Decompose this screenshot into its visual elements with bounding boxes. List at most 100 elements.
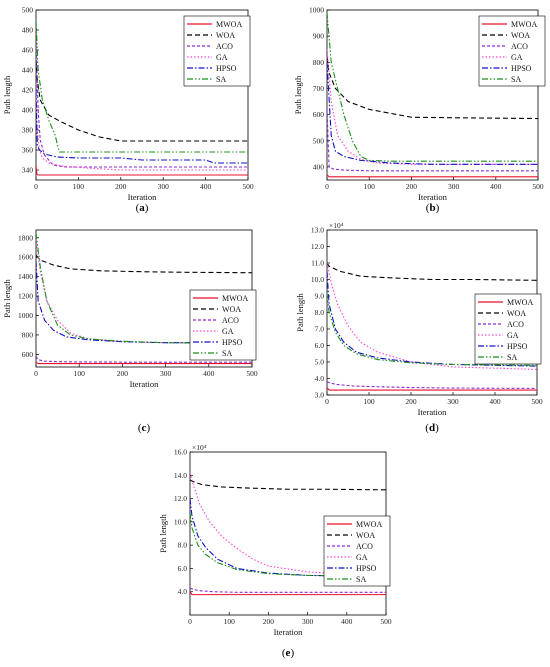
legend-box-e bbox=[323, 515, 391, 587]
series-line-sa-e bbox=[190, 512, 386, 577]
panel-label-c: (c) bbox=[138, 422, 151, 434]
y-tick-label-b-6: 1000 bbox=[309, 6, 324, 15]
y-tick-label-a-0: 340 bbox=[22, 166, 34, 175]
x-tick-label-a-3: 300 bbox=[158, 182, 170, 191]
y-tick-label-b-1: 500 bbox=[313, 136, 325, 145]
x-axis-label-a: Iteration bbox=[128, 192, 158, 202]
legend-label-ga-c: GA bbox=[222, 327, 234, 336]
x-tick-label-b-1: 100 bbox=[364, 182, 376, 191]
y-tick-label-a-1: 360 bbox=[22, 146, 34, 155]
legend-label-sa-c: SA bbox=[222, 349, 232, 358]
series-line-sa-d bbox=[327, 292, 537, 366]
chart-e-svg: 0 100 200 300 400 500 4.0 6.0 8.0 10.0 12.0 14.0 16.… bbox=[158, 443, 392, 659]
y-axis-label-c: Path length bbox=[2, 279, 12, 318]
panel-label-b: (b) bbox=[426, 202, 440, 214]
y-exponent-label-e: ×10⁴ bbox=[192, 443, 207, 452]
chart-panel-c: 0 100 200 300 400 500 600 800 1000 1200 1400 1600 18… bbox=[0, 220, 275, 440]
series-line-ga-e bbox=[190, 472, 386, 576]
legend-box-b bbox=[478, 15, 546, 87]
x-tick-label-e-4: 400 bbox=[341, 617, 353, 626]
x-tick-label-d-4: 400 bbox=[489, 397, 501, 406]
x-tick-label-d-5: 500 bbox=[531, 397, 543, 406]
x-tick-label-b-2: 200 bbox=[406, 182, 418, 191]
y-tick-label-b-5: 900 bbox=[313, 32, 325, 41]
legend-label-aco-a: ACO bbox=[216, 42, 233, 51]
series-line-sa-a bbox=[36, 19, 248, 153]
plot-frame-b bbox=[326, 9, 539, 181]
panel-label-e: (e) bbox=[282, 647, 295, 659]
series-line-mwoa-a bbox=[36, 164, 248, 176]
series-line-mwoa-b bbox=[327, 174, 538, 178]
series-line-hpso-e bbox=[190, 498, 386, 578]
x-tick-label-c-5: 500 bbox=[246, 369, 258, 378]
legend-label-ga-e: GA bbox=[356, 553, 368, 562]
x-tick-label-a-4: 400 bbox=[200, 182, 212, 191]
y-tick-label-b-2: 600 bbox=[313, 110, 325, 119]
x-tick-label-b-3: 300 bbox=[448, 182, 460, 191]
legend-label-aco-d: ACO bbox=[507, 320, 524, 329]
legend-box-d bbox=[474, 293, 542, 365]
y-tick-label-c-6: 1800 bbox=[18, 233, 33, 242]
legend-label-sa-e: SA bbox=[356, 575, 366, 584]
y-tick-label-e-6: 16.0 bbox=[174, 448, 187, 457]
y-tick-label-a-6: 460 bbox=[22, 46, 34, 55]
x-tick-label-d-0: 0 bbox=[325, 397, 329, 406]
x-tick-label-c-1: 100 bbox=[74, 369, 86, 378]
legend-label-hpso-a: HPSO bbox=[216, 64, 237, 73]
x-tick-label-d-2: 200 bbox=[405, 397, 417, 406]
series-line-mwoa-c bbox=[36, 361, 252, 365]
legend-label-aco-c: ACO bbox=[222, 316, 239, 325]
series-line-mwoa-d bbox=[327, 387, 537, 391]
series-line-woa-d bbox=[327, 262, 537, 281]
legend-label-sa-d: SA bbox=[507, 353, 517, 362]
legend-label-ga-d: GA bbox=[507, 331, 519, 340]
chart-c-svg: 0 100 200 300 400 500 600 800 1000 1200 1400 1600 18… bbox=[2, 229, 258, 434]
y-tick-label-a-4: 420 bbox=[22, 86, 34, 95]
legend-label-aco-e: ACO bbox=[356, 542, 373, 551]
legend-label-sa-a: SA bbox=[216, 75, 226, 84]
chart-panel-e: 0 100 200 300 400 500 4.0 6.0 8.0 10.0 12.0 14.0 16.… bbox=[138, 440, 413, 662]
chart-b-svg: 0 100 200 300 400 500 400 500 600 700 800 900 1000 It… bbox=[293, 6, 546, 214]
chart-a-svg: 0 100 200 300 400 500 340 360 380 400 420 440 460 480… bbox=[2, 6, 254, 215]
x-tick-label-b-5: 500 bbox=[532, 182, 544, 191]
y-axis-label-a: Path length bbox=[2, 75, 12, 114]
series-line-aco-e bbox=[190, 587, 386, 593]
y-tick-label-c-0: 600 bbox=[22, 350, 34, 359]
x-axis-label-d: Iteration bbox=[418, 407, 448, 417]
x-tick-label-b-0: 0 bbox=[325, 182, 329, 191]
legend-label-woa-b: WOA bbox=[511, 31, 530, 40]
x-tick-label-e-5: 500 bbox=[380, 617, 392, 626]
y-exponent-label-d: ×10⁴ bbox=[329, 221, 344, 230]
legend-label-ga-a: GA bbox=[216, 53, 228, 62]
x-tick-label-a-0: 0 bbox=[34, 182, 38, 191]
series-line-woa-c bbox=[36, 254, 252, 274]
x-tick-label-d-1: 100 bbox=[363, 397, 375, 406]
y-tick-label-e-0: 4.0 bbox=[178, 587, 188, 596]
legend-label-hpso-b: HPSO bbox=[511, 64, 532, 73]
legend-label-woa-d: WOA bbox=[507, 309, 526, 318]
series-line-woa-a bbox=[36, 59, 248, 142]
y-tick-label-d-10: 13.0 bbox=[311, 226, 324, 235]
x-tick-label-d-3: 300 bbox=[447, 397, 459, 406]
series-line-aco-a bbox=[36, 39, 248, 168]
x-tick-label-e-3: 300 bbox=[302, 617, 314, 626]
legend-label-ga-b: GA bbox=[511, 53, 523, 62]
legend-label-mwoa-c: MWOA bbox=[222, 294, 248, 303]
x-tick-label-a-5: 500 bbox=[242, 182, 254, 191]
series-line-sa-c bbox=[36, 232, 252, 345]
y-tick-label-a-2: 380 bbox=[22, 126, 34, 135]
y-axis-label-d: Path length bbox=[295, 293, 305, 332]
legend-label-mwoa-a: MWOA bbox=[216, 20, 242, 29]
y-tick-label-d-9: 12.0 bbox=[311, 242, 324, 251]
y-tick-label-e-1: 6.0 bbox=[178, 564, 188, 573]
series-line-ga-b bbox=[327, 49, 538, 165]
chart-d-svg: 0 100 200 300 400 500 3.0 4.0 5.0 6.0 7.0 8.0 9.0 10.… bbox=[295, 221, 543, 434]
y-tick-label-e-4: 12.0 bbox=[174, 494, 187, 503]
legend-label-woa-a: WOA bbox=[216, 31, 235, 40]
y-tick-label-d-1: 4.0 bbox=[315, 374, 325, 383]
y-tick-label-b-4: 800 bbox=[313, 58, 325, 67]
y-tick-label-c-5: 1600 bbox=[18, 253, 33, 262]
x-tick-label-e-0: 0 bbox=[188, 617, 192, 626]
x-tick-label-c-2: 200 bbox=[117, 369, 129, 378]
y-tick-label-d-7: 10.0 bbox=[311, 275, 324, 284]
